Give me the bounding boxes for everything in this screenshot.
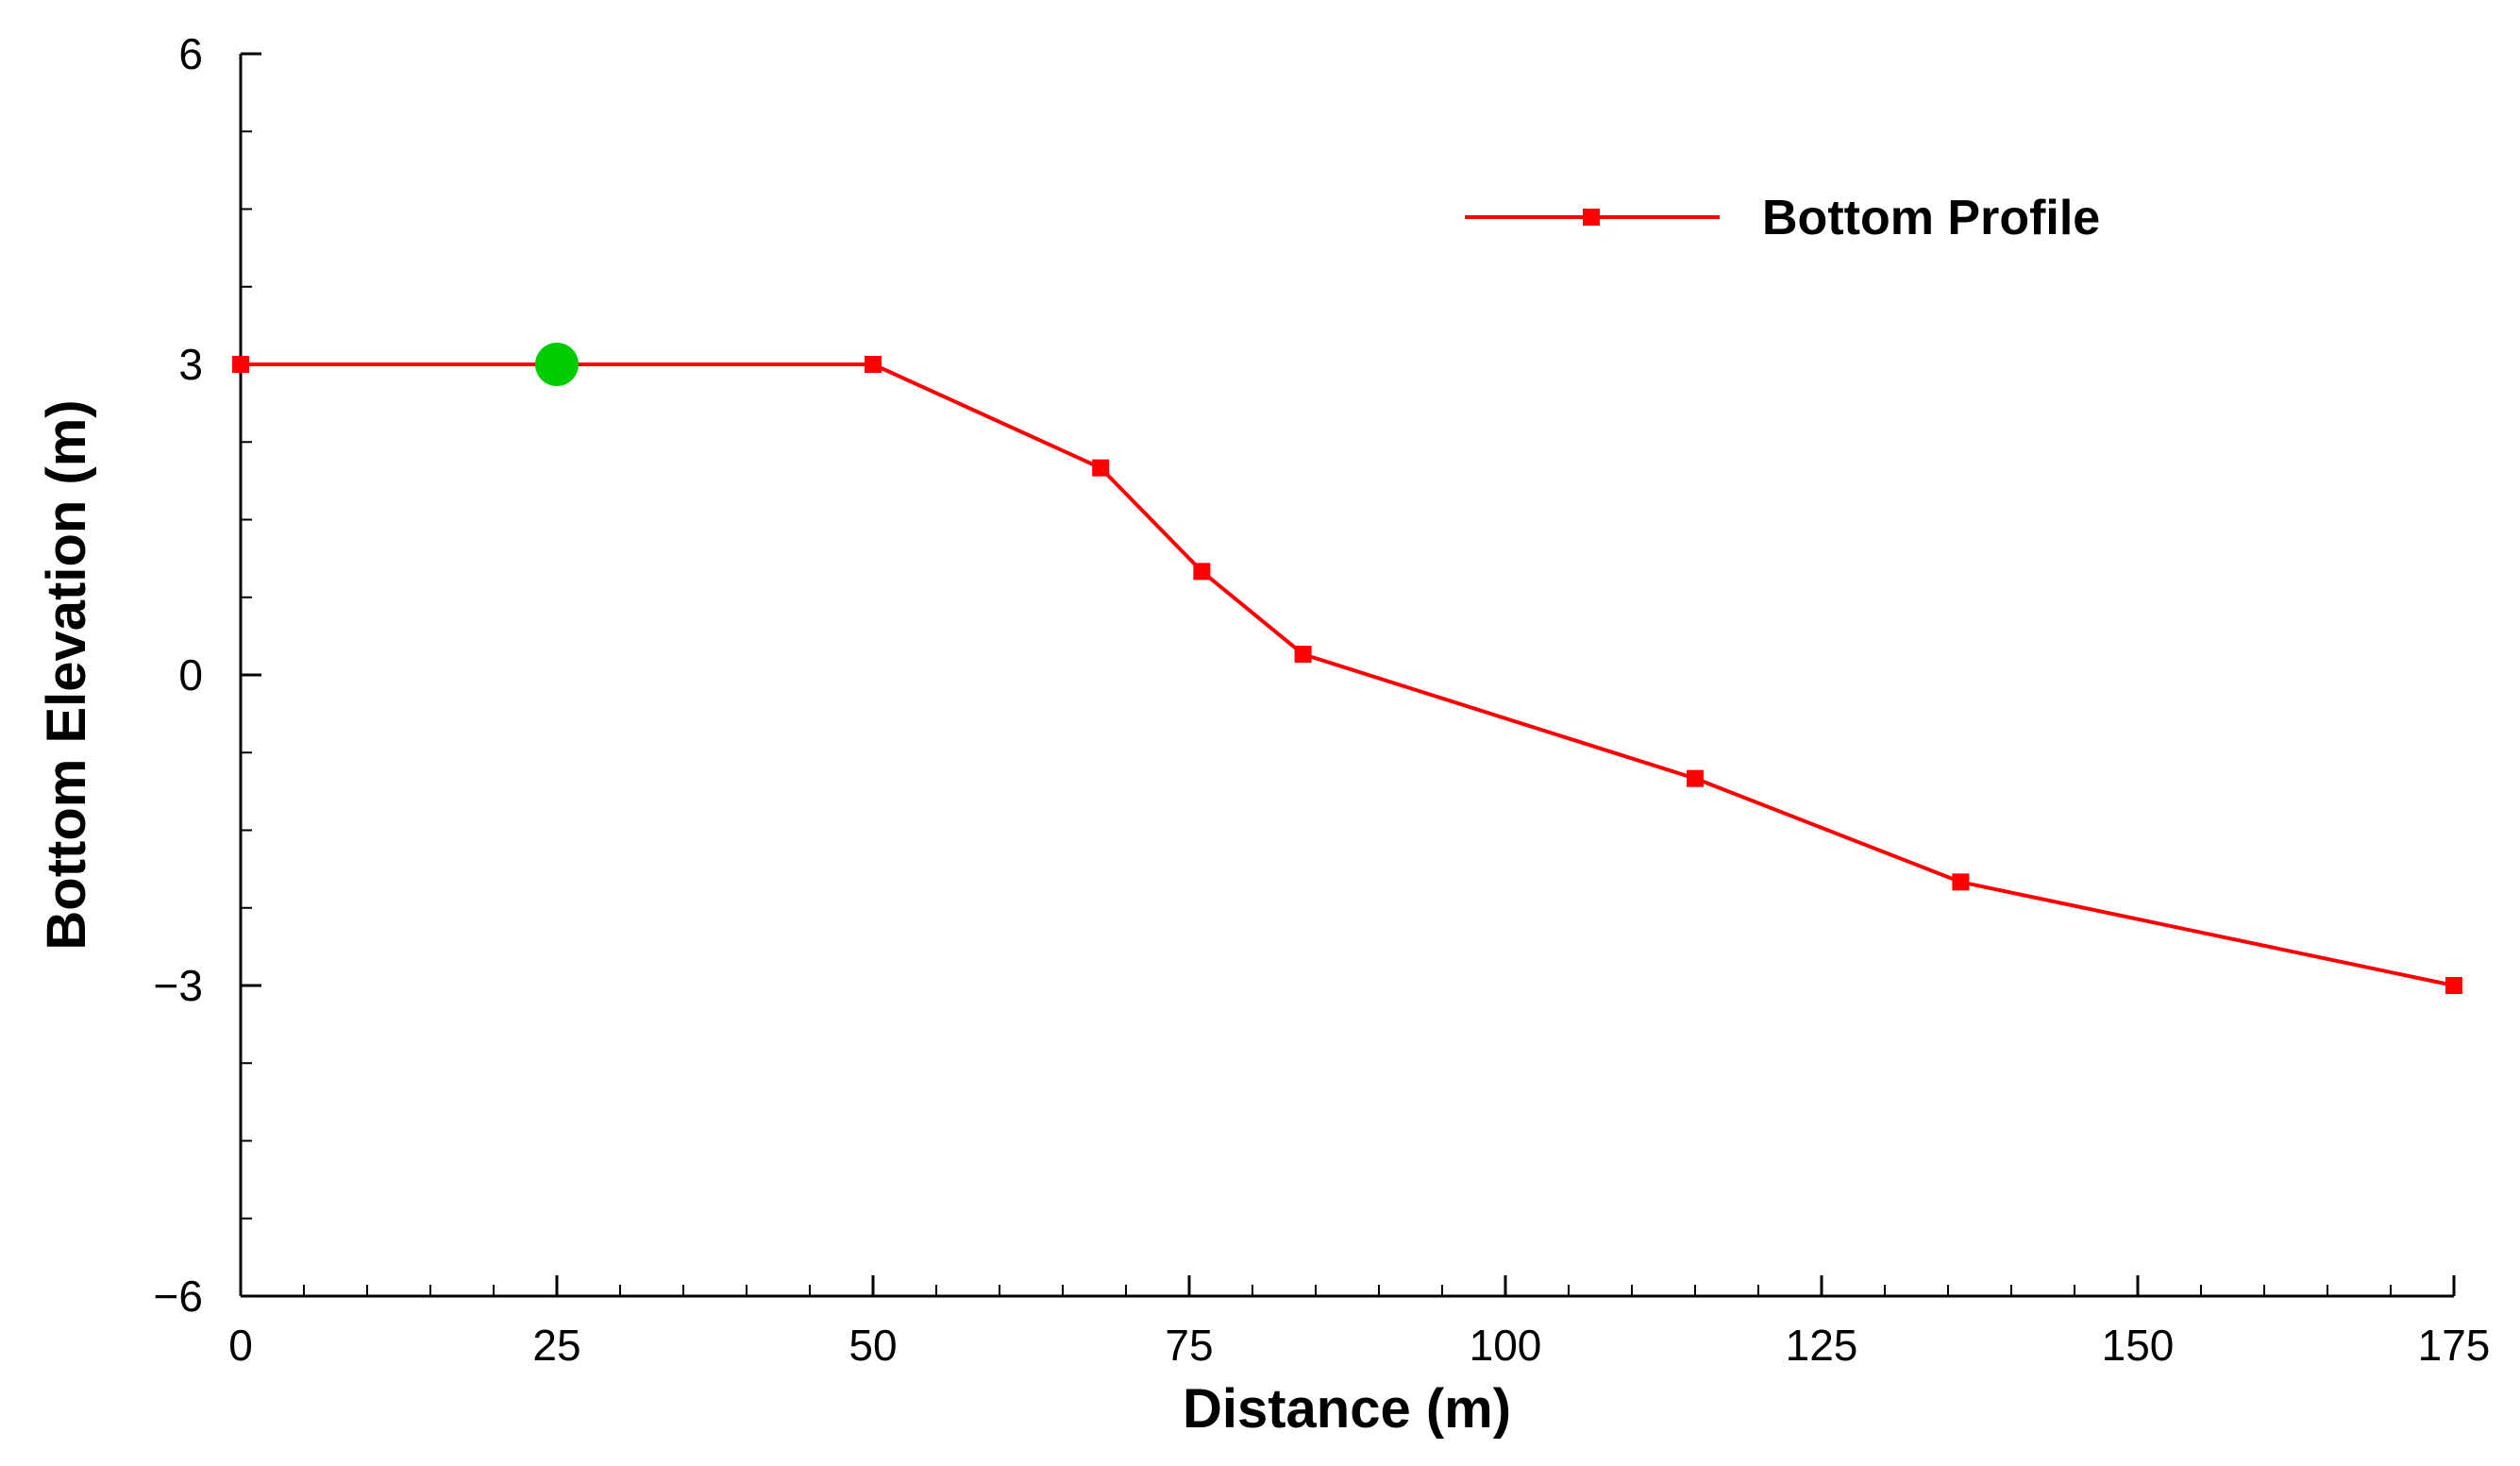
legend: Bottom Profile [1465,191,2100,245]
legend-marker [1583,209,1600,226]
data-point-marker [232,356,249,373]
series-line [241,362,2455,987]
data-point-marker [1092,459,1110,477]
data-point-marker [1193,563,1211,581]
axes-group [239,54,2454,1298]
highlight-point-marker [535,343,579,386]
y-axis-title: Bottom Elevation (m) [36,399,97,950]
ticks-group [239,52,2456,1298]
y-tick-label: −6 [154,1272,203,1321]
x-tick-label: 0 [228,1321,253,1370]
x-tick-label: 175 [2418,1321,2491,1370]
tick-labels-group: 0 25 50 75 100 125 150 175 −6 −3 0 3 6 [154,29,2491,1370]
y-tick-label: 0 [178,650,203,699]
x-tick-label: 25 [532,1321,580,1370]
y-tick-label: 6 [178,29,203,78]
y-tick-label: 3 [178,340,203,389]
x-tick-label: 125 [1786,1321,1858,1370]
x-tick-label: 100 [1470,1321,1542,1370]
x-tick-label: 75 [1165,1321,1213,1370]
y-tick-label: −3 [154,961,203,1010]
x-axis-title: Distance (m) [1183,1378,1511,1440]
x-tick-label: 50 [848,1321,897,1370]
data-point-marker [1687,769,1704,787]
data-point-marker [1294,646,1312,664]
x-tick-label: 150 [2102,1321,2175,1370]
data-point-marker [1952,873,1970,891]
data-point-marker [2445,977,2462,994]
legend-label: Bottom Profile [1762,191,2100,245]
data-point-marker [865,356,882,373]
plot-area [232,343,2462,994]
